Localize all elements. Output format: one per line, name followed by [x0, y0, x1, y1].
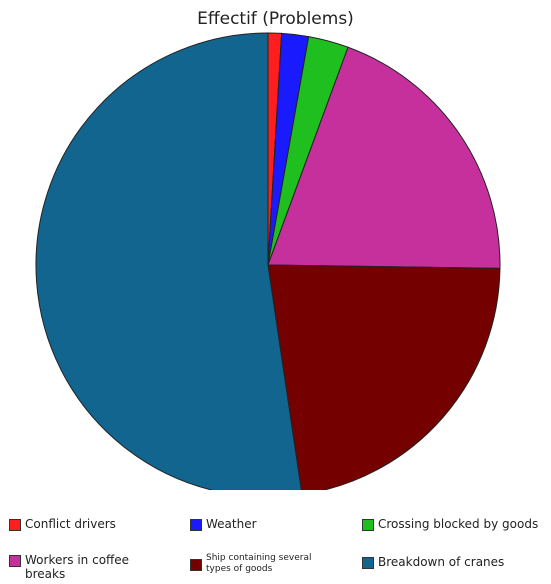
legend-swatch-workers-coffee: [9, 555, 21, 567]
pie-slice-workers-in-coffee-breaks: [267, 46, 501, 269]
legend-swatch-breakdown-cranes: [362, 557, 374, 569]
legend-swatch-crossing-blocked: [362, 519, 374, 531]
legend-swatch-ship-goods: [190, 559, 202, 571]
legend-item-ship-goods: Ship containing several types of goods: [190, 553, 340, 575]
legend-item-weather: Weather: [190, 517, 257, 531]
pie-slice-ship-containing-several-types-of-goods: [267, 264, 501, 490]
legend-swatch-conflict-drivers: [9, 519, 21, 531]
legend-label-workers-coffee: Workers in coffee breaks: [25, 553, 130, 581]
legend-item-breakdown-cranes: Breakdown of cranes: [362, 555, 504, 569]
legend-item-workers-coffee: Workers in coffee breaks: [9, 553, 159, 581]
legend-item-conflict-drivers: Conflict drivers: [9, 517, 116, 531]
legend-label-breakdown-cranes: Breakdown of cranes: [378, 555, 505, 569]
legend-swatch-weather: [190, 519, 202, 531]
legend-label-ship-goods: Ship containing several types of goods: [206, 553, 312, 574]
pie-chart: [35, 32, 501, 490]
legend-label-crossing-blocked: Crossing blocked by goods: [378, 517, 539, 531]
chart-title: Effectif (Problems): [197, 9, 354, 29]
pie-slice-breakdown-of-cranes: [35, 32, 302, 490]
legend-label-weather: Weather: [206, 517, 257, 531]
legend-item-crossing-blocked: Crossing blocked by goods: [362, 517, 538, 531]
legend-label-conflict-drivers: Conflict drivers: [25, 517, 116, 531]
